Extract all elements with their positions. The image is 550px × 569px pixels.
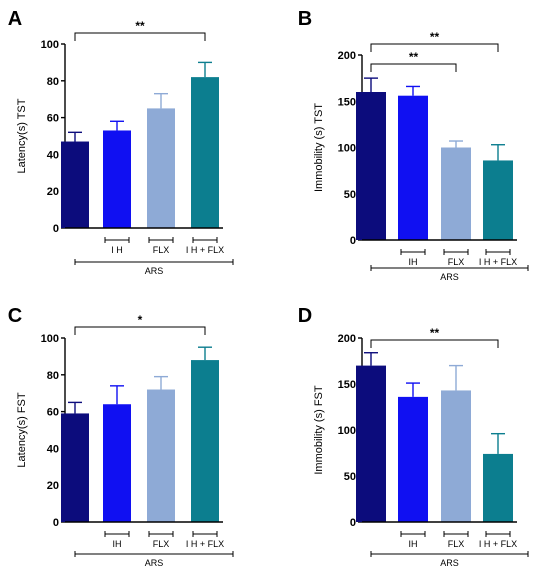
category-label: I H + FLX: [186, 539, 224, 549]
category-label: I H + FLX: [186, 245, 224, 255]
y-tick-label: 100: [338, 425, 356, 437]
panel-letter: A: [8, 8, 22, 30]
y-tick-label: 60: [47, 113, 59, 125]
category-label: IH: [409, 257, 418, 267]
y-tick-label: 100: [41, 333, 59, 345]
bar-4: [191, 360, 219, 522]
bar-1: [61, 413, 89, 522]
group-label: ARS: [145, 266, 164, 276]
y-tick-label: 0: [350, 517, 356, 529]
bar-1: [356, 365, 386, 522]
y-axis-label: Immobility (s) TST: [313, 103, 325, 192]
panel-letter: B: [298, 8, 312, 30]
significance-bracket: [370, 339, 499, 348]
significance-label: **: [409, 50, 419, 64]
panel-d: D 0 50 100 150 200 Immobility (s) FST IH FLX I H …: [298, 305, 529, 568]
panel-letter: C: [8, 305, 22, 327]
bar-2: [398, 396, 428, 522]
bar-3: [441, 390, 471, 522]
category-label: IH: [409, 539, 418, 549]
y-axis-label: Latency(s) TST: [16, 98, 28, 173]
panel-c: C 0 20 40 60 80 100 Latency(s) FST IH FLX I H + FL…: [8, 305, 234, 568]
significance-bracket: [74, 326, 206, 335]
y-tick-label: 200: [338, 333, 356, 345]
y-tick-label: 50: [344, 189, 356, 201]
y-tick-label: 200: [338, 50, 356, 62]
y-tick-label: 100: [41, 39, 59, 51]
bar-3: [441, 147, 471, 240]
bar-4: [483, 453, 513, 522]
bar-1: [356, 92, 386, 240]
significance-label: *: [138, 313, 143, 327]
y-axis-label: Latency(s) FST: [16, 392, 28, 467]
y-tick-label: 0: [350, 235, 356, 247]
panel-letter: D: [298, 305, 312, 327]
group-label: ARS: [440, 272, 459, 282]
panel-b: B 0 50 100 150 200 Immobility (s) TST IH FLX I H …: [298, 8, 529, 282]
y-tick-label: 20: [47, 480, 59, 492]
bar-2: [398, 95, 428, 240]
significance-label: **: [430, 30, 440, 44]
category-label: I H + FLX: [479, 257, 517, 267]
group-label: ARS: [145, 558, 164, 568]
significance-label: **: [430, 326, 440, 340]
y-tick-label: 60: [47, 407, 59, 419]
bar-4: [483, 160, 513, 240]
category-label: IH: [113, 539, 122, 549]
panel-a: A 0 20 40 60 80 100 Latency(s) TST I H FLX I H + F…: [8, 8, 234, 276]
bar-2: [103, 404, 131, 522]
bar-2: [103, 130, 131, 228]
group-label: ARS: [440, 558, 459, 568]
y-tick-label: 0: [53, 223, 59, 235]
y-tick-label: 80: [47, 370, 59, 382]
category-label: I H: [111, 245, 123, 255]
bar-1: [61, 141, 89, 228]
category-label: I H + FLX: [479, 539, 517, 549]
y-tick-label: 40: [47, 443, 59, 455]
y-tick-label: 0: [53, 517, 59, 529]
significance-bracket: [74, 32, 206, 41]
y-tick-label: 80: [47, 76, 59, 88]
category-label: FLX: [448, 539, 465, 549]
significance-bracket: [370, 43, 499, 52]
y-tick-label: 150: [338, 96, 356, 108]
category-label: FLX: [448, 257, 465, 267]
category-label: FLX: [153, 539, 170, 549]
category-label: FLX: [153, 245, 170, 255]
y-tick-label: 40: [47, 149, 59, 161]
significance-bracket: [370, 63, 457, 72]
bar-3: [147, 389, 175, 522]
y-tick-label: 20: [47, 186, 59, 198]
y-axis-label: Immobility (s) FST: [313, 385, 325, 475]
y-tick-label: 100: [338, 143, 356, 155]
y-tick-label: 150: [338, 379, 356, 391]
significance-label: **: [135, 19, 145, 33]
bar-4: [191, 77, 219, 229]
bar-3: [147, 108, 175, 228]
y-tick-label: 50: [344, 471, 356, 483]
